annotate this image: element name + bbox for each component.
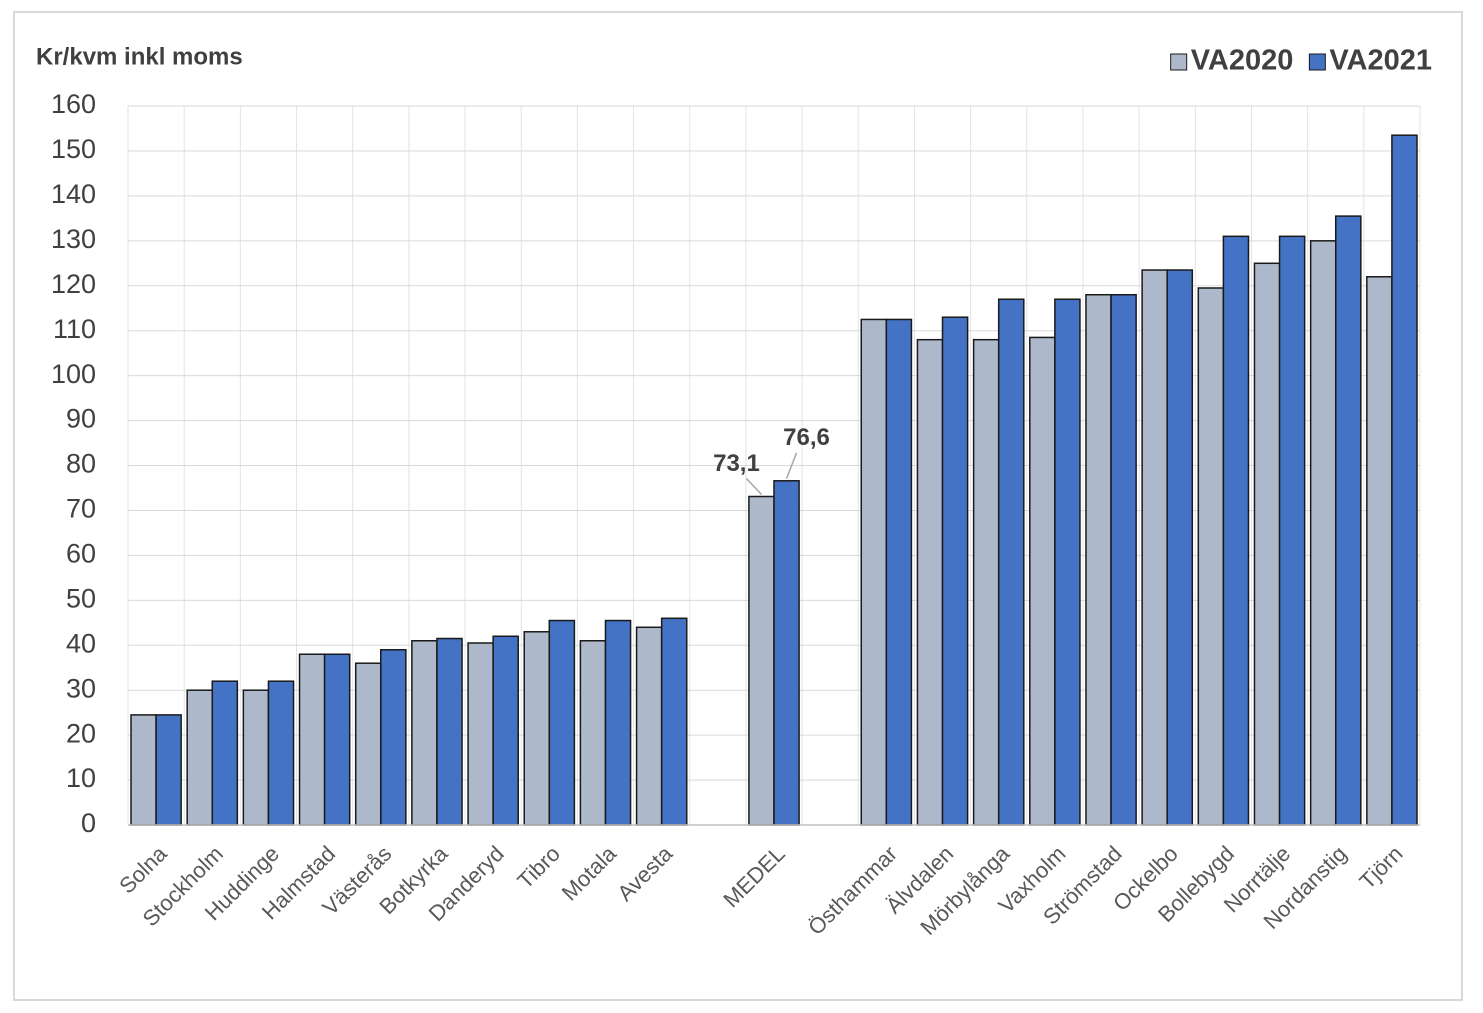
bar bbox=[380, 648, 407, 826]
y-tick-label: 150 bbox=[51, 134, 96, 164]
bar bbox=[916, 338, 944, 826]
data-label: 76,6 bbox=[783, 424, 830, 451]
bar bbox=[211, 680, 239, 826]
bar bbox=[1141, 269, 1168, 826]
bar bbox=[997, 298, 1025, 826]
legend-swatch bbox=[1170, 53, 1188, 71]
y-axis-label: Kr/kvm inkl moms bbox=[36, 43, 243, 70]
bar bbox=[1054, 298, 1081, 826]
bar bbox=[941, 316, 969, 826]
bar bbox=[635, 626, 663, 826]
bar bbox=[1110, 293, 1137, 826]
y-tick-label: 130 bbox=[51, 224, 96, 254]
bar bbox=[411, 640, 438, 826]
y-tick-label: 140 bbox=[51, 179, 96, 209]
bar bbox=[298, 653, 326, 826]
bar bbox=[972, 338, 1000, 826]
y-tick-label: 50 bbox=[66, 583, 96, 613]
y-tick-label: 70 bbox=[66, 494, 96, 524]
bar bbox=[1366, 276, 1393, 826]
bar bbox=[155, 714, 182, 826]
y-tick-label: 90 bbox=[66, 404, 96, 434]
legend-label: VA2020 bbox=[1191, 45, 1294, 77]
legend-label: VA2021 bbox=[1329, 45, 1432, 77]
y-tick-label: 40 bbox=[66, 628, 96, 658]
bar bbox=[1085, 293, 1112, 826]
bar bbox=[267, 680, 295, 826]
y-tick-label: 10 bbox=[66, 763, 96, 793]
bar bbox=[492, 635, 519, 826]
bar bbox=[885, 318, 913, 826]
y-tick-label: 20 bbox=[66, 718, 96, 748]
bar bbox=[1197, 287, 1225, 826]
data-label: 73,1 bbox=[713, 450, 760, 477]
y-tick-label: 30 bbox=[66, 673, 96, 703]
bar bbox=[1253, 262, 1281, 826]
y-tick-label: 60 bbox=[66, 539, 96, 569]
bar bbox=[354, 662, 382, 826]
bar bbox=[773, 480, 800, 826]
bar bbox=[436, 637, 463, 826]
bar bbox=[130, 714, 157, 826]
bar bbox=[1278, 235, 1306, 826]
bar bbox=[467, 642, 494, 826]
y-tick-label: 110 bbox=[53, 314, 96, 344]
label-leader bbox=[785, 452, 798, 480]
y-tick-label: 120 bbox=[51, 269, 96, 299]
bar bbox=[1029, 336, 1056, 826]
bar bbox=[548, 619, 576, 826]
bar bbox=[1309, 240, 1337, 826]
y-tick-label: 0 bbox=[81, 808, 96, 838]
bar bbox=[1222, 235, 1250, 826]
bar bbox=[748, 495, 775, 826]
bar bbox=[860, 318, 888, 826]
bar bbox=[1391, 134, 1418, 826]
bar bbox=[1166, 269, 1194, 826]
label-leader bbox=[745, 477, 763, 496]
y-tick-label: 160 bbox=[51, 89, 96, 119]
bar bbox=[1334, 215, 1362, 826]
bar bbox=[242, 689, 270, 826]
bar bbox=[186, 689, 214, 826]
y-tick-label: 100 bbox=[51, 359, 96, 389]
bar bbox=[579, 640, 607, 826]
bar bbox=[523, 631, 551, 826]
bar bbox=[604, 619, 632, 826]
y-tick-label: 80 bbox=[66, 449, 96, 479]
legend-swatch bbox=[1308, 53, 1326, 71]
bar bbox=[660, 617, 688, 826]
bar bbox=[323, 653, 351, 826]
